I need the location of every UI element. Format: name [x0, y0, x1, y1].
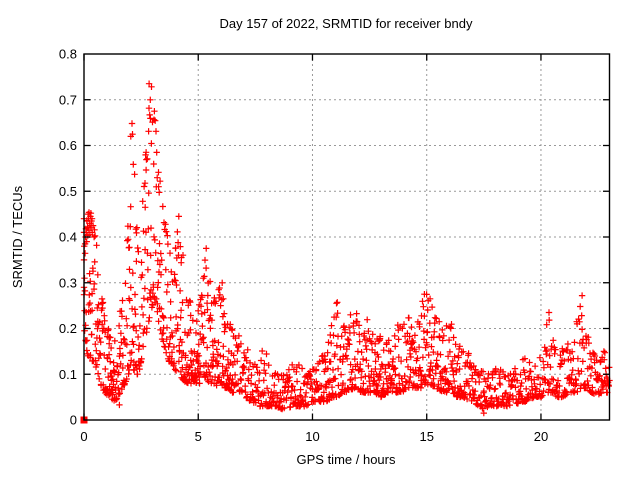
- y-tick-0: 0: [70, 413, 77, 428]
- x-tick-5: 5: [195, 429, 202, 444]
- y-axis-label: SRMTID / TECUs: [10, 185, 25, 288]
- y-tick-0.7: 0.7: [59, 92, 77, 107]
- chart-title: Day 157 of 2022, SRMTID for receiver bnd…: [220, 16, 473, 31]
- y-tick-0.6: 0.6: [59, 138, 77, 153]
- x-tick-20: 20: [534, 429, 548, 444]
- y-tick-0.2: 0.2: [59, 321, 77, 336]
- y-tick-0.4: 0.4: [59, 230, 77, 245]
- y-tick-0.5: 0.5: [59, 184, 77, 199]
- tick-marks: [83, 54, 610, 420]
- y-tick-0.8: 0.8: [59, 47, 77, 62]
- y-tick-0.3: 0.3: [59, 275, 77, 290]
- x-tick-labels: 0 5 10 15 20: [80, 429, 548, 444]
- x-tick-10: 10: [305, 429, 319, 444]
- grid-lines: [84, 54, 610, 420]
- y-tick-labels: 0 0.1 0.2 0.3 0.4 0.5 0.6 0.7 0.8: [59, 47, 77, 428]
- y-tick-0.1: 0.1: [59, 367, 77, 382]
- x-axis-label: GPS time / hours: [297, 452, 396, 467]
- x-tick-0: 0: [80, 429, 87, 444]
- data-points-srmtid: [80, 80, 613, 417]
- x-tick-15: 15: [419, 429, 433, 444]
